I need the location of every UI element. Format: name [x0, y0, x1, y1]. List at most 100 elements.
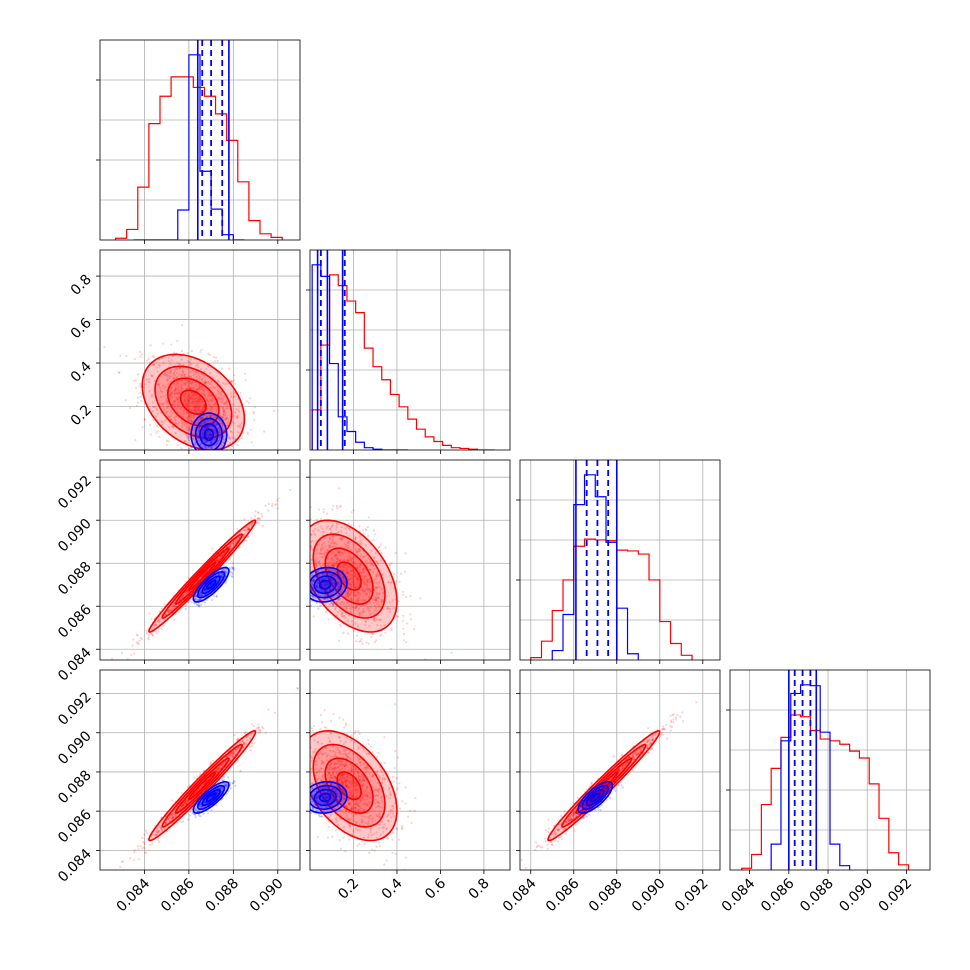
sample-point: [384, 631, 387, 634]
sample-point: [167, 611, 170, 614]
sample-point: [333, 565, 336, 568]
sample-point: [364, 544, 367, 547]
sample-point: [191, 437, 194, 440]
sample-point: [222, 454, 224, 456]
sample-point: [229, 392, 232, 395]
sample-point: [201, 385, 204, 388]
sample-point: [216, 452, 218, 454]
sample-point: [210, 547, 214, 550]
sample-point: [210, 410, 213, 413]
sample-point: [194, 370, 197, 373]
sample-point: [233, 395, 236, 398]
sample-point: [168, 375, 171, 378]
sample-point: [335, 543, 338, 546]
sample-point: [317, 529, 320, 532]
sample-point: [389, 607, 392, 611]
sample-point: [202, 422, 205, 425]
sample-point: [330, 545, 333, 548]
sample-point: [304, 591, 306, 593]
sample-point: [198, 402, 201, 405]
sample-point: [378, 592, 381, 595]
sample-point: [349, 556, 352, 560]
sample-point: [366, 525, 369, 529]
sample-point: [208, 372, 212, 375]
sample-point: [306, 579, 308, 581]
sample-point: [210, 434, 213, 437]
sample-point: [335, 553, 338, 556]
sample-point: [366, 580, 369, 583]
sample-point: [348, 594, 351, 597]
sample-point: [358, 612, 361, 615]
sample-point: [220, 574, 223, 577]
sample-point: [174, 391, 177, 394]
sample-point: [361, 599, 364, 602]
sample-point: [375, 587, 378, 590]
pair-panel-3-0: 0.084 0.086 0.088 0.0900.0840.0860.0880.090…: [55, 669, 301, 915]
y-tick-label: 0.086: [55, 602, 95, 642]
sample-point: [240, 421, 243, 425]
sample-point: [331, 602, 334, 606]
sample-point: [210, 598, 213, 602]
sample-point: [224, 582, 227, 585]
sample-point: [410, 618, 413, 621]
sample-point: [233, 379, 236, 382]
sample-point: [200, 593, 203, 596]
sample-point: [155, 623, 158, 626]
sample-point: [305, 551, 307, 553]
sample-point: [347, 546, 351, 549]
sample-point: [360, 611, 363, 614]
sample-point: [351, 556, 354, 560]
sample-point: [194, 400, 197, 403]
sample-point: [203, 428, 206, 431]
sample-point: [149, 424, 152, 427]
sample-point: [375, 593, 378, 596]
plot-area: [302, 487, 453, 660]
sample-point: [316, 564, 319, 567]
sample-point: [205, 434, 208, 437]
sample-point: [210, 414, 213, 417]
sample-point: [186, 436, 189, 439]
sample-point: [181, 415, 184, 418]
sample-point: [340, 554, 343, 557]
sample-point: [362, 529, 365, 532]
sample-point: [202, 392, 206, 395]
sample-point: [271, 504, 274, 507]
sample-point: [318, 588, 321, 591]
sample-point: [366, 585, 369, 588]
sample-point: [225, 401, 228, 404]
sample-point: [310, 533, 313, 536]
sample-point: [206, 450, 208, 452]
sample-point: [352, 583, 355, 586]
sample-point: [220, 445, 224, 448]
sample-point: [337, 581, 340, 584]
sample-point: [210, 445, 213, 448]
sample-point: [334, 606, 337, 610]
sample-point: [204, 380, 207, 383]
sample-point: [180, 419, 183, 422]
sample-point: [273, 711, 277, 714]
sample-point: [208, 433, 212, 436]
sample-point: [185, 425, 188, 428]
sample-point: [333, 575, 336, 578]
sample-point: [211, 455, 213, 457]
sample-point: [302, 543, 304, 545]
sample-point: [176, 411, 180, 414]
sample-point: [193, 427, 196, 430]
sample-point: [364, 623, 367, 626]
sample-point: [336, 557, 339, 560]
sample-point: [315, 582, 318, 585]
sample-point: [333, 575, 336, 578]
sample-point: [350, 511, 353, 514]
sample-point: [219, 572, 223, 576]
sample-point: [335, 554, 338, 558]
sample-point: [199, 592, 202, 595]
sample-point: [196, 404, 199, 407]
sample-point: [244, 379, 247, 382]
sample-point: [164, 613, 167, 617]
sample-point: [330, 542, 333, 545]
sample-point: [160, 628, 163, 631]
sample-point: [190, 446, 193, 450]
sample-point: [354, 593, 357, 596]
sample-point: [330, 557, 333, 560]
sample-point: [357, 591, 360, 594]
